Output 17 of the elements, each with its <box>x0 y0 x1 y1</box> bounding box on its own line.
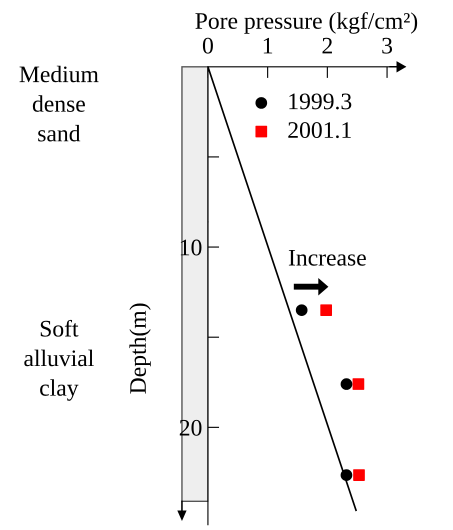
point <box>320 304 332 316</box>
legend-label: 1999.3 <box>289 94 352 110</box>
legend-label: 2001.1 <box>288 122 351 138</box>
point <box>296 304 308 316</box>
text: Medium dense sand <box>20 66 99 142</box>
x-tick-label: 2 <box>322 38 332 54</box>
point <box>352 378 364 390</box>
y-axis-title: Depth(m) <box>129 304 151 394</box>
point <box>353 469 365 481</box>
x-tick-label: 1 <box>264 38 272 54</box>
text: Soft alluvial clay <box>24 320 94 401</box>
annotation: Increase <box>288 250 366 266</box>
point <box>340 378 352 390</box>
x-tick-label: 3 <box>382 38 392 54</box>
point <box>340 469 352 481</box>
x-tick-label: 0 <box>202 38 213 54</box>
x-axis-title: Pore pressure (kgf/cm²) <box>195 12 418 34</box>
